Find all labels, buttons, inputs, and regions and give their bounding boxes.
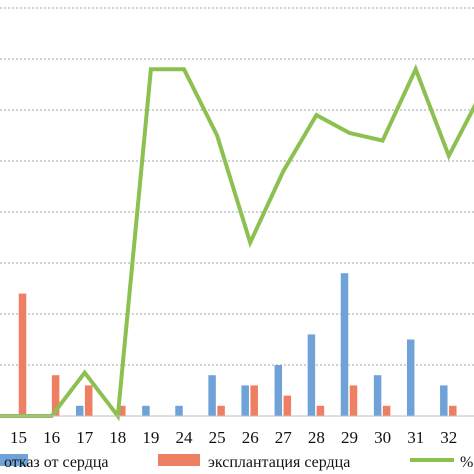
bar-otkaz-24 xyxy=(175,405,183,416)
x-tick-label: 19 xyxy=(142,428,159,447)
bar-otkaz-29 xyxy=(340,273,349,416)
x-tick-label: 18 xyxy=(109,428,126,447)
bar-eksplantatsiya-29 xyxy=(349,385,358,416)
legend-label-0: отказ от сердца xyxy=(4,454,109,471)
bar-eksplantatsiya-18 xyxy=(118,405,126,416)
x-tick-label: 31 xyxy=(407,428,424,447)
bar-otkaz-25 xyxy=(208,375,216,416)
x-tick-label: 28 xyxy=(308,428,325,447)
bar-eksplantatsiya-30 xyxy=(382,405,391,416)
bar-eksplantatsiya-26 xyxy=(250,385,258,416)
percent-line xyxy=(0,64,474,422)
bar-otkaz-17 xyxy=(75,405,84,416)
x-tick-label: 25 xyxy=(209,428,226,447)
legend: отказ от сердца эксплантация сердца% xyxy=(0,454,473,471)
x-tick-label: 32 xyxy=(440,428,457,447)
x-tick-label: 26 xyxy=(242,428,259,447)
legend-swatch-0 xyxy=(0,454,28,466)
x-tick-label: 29 xyxy=(341,428,358,447)
x-tick-label: 30 xyxy=(374,428,391,447)
x-tick-label: 24 xyxy=(176,428,194,447)
x-tick-label: 17 xyxy=(76,428,94,447)
legend-label-1: эксплантация сердца xyxy=(208,454,350,471)
bar-otkaz-31 xyxy=(406,339,415,416)
bar-eksplantatsiya-15 xyxy=(18,293,27,416)
bar-eksplantatsiya-17 xyxy=(84,385,93,416)
bar-eksplantatsiya-28 xyxy=(316,405,325,416)
bar-otkaz-28 xyxy=(307,334,316,416)
bars xyxy=(18,273,457,416)
bar-otkaz-32 xyxy=(440,385,448,416)
bar-eksplantatsiya-16 xyxy=(51,375,60,416)
bar-otkaz-26 xyxy=(241,385,249,416)
x-tick-label: 27 xyxy=(275,428,293,447)
legend-label-2: % xyxy=(460,454,473,471)
x-tick-label: 16 xyxy=(43,428,60,447)
bar-otkaz-19 xyxy=(142,405,150,416)
x-tick-label: 15 xyxy=(10,428,27,447)
bar-eksplantatsiya-27 xyxy=(283,395,292,416)
bar-eksplantatsiya-25 xyxy=(217,405,225,416)
bar-eksplantatsiya-32 xyxy=(449,405,457,416)
legend-swatch-1 xyxy=(158,454,200,466)
bar-otkaz-30 xyxy=(373,375,382,416)
x-tick-labels: 151617181924252627282930313233 xyxy=(10,428,474,447)
bar-otkaz-27 xyxy=(274,365,283,416)
percent-series-line xyxy=(0,64,474,422)
grid-lines xyxy=(0,7,474,366)
